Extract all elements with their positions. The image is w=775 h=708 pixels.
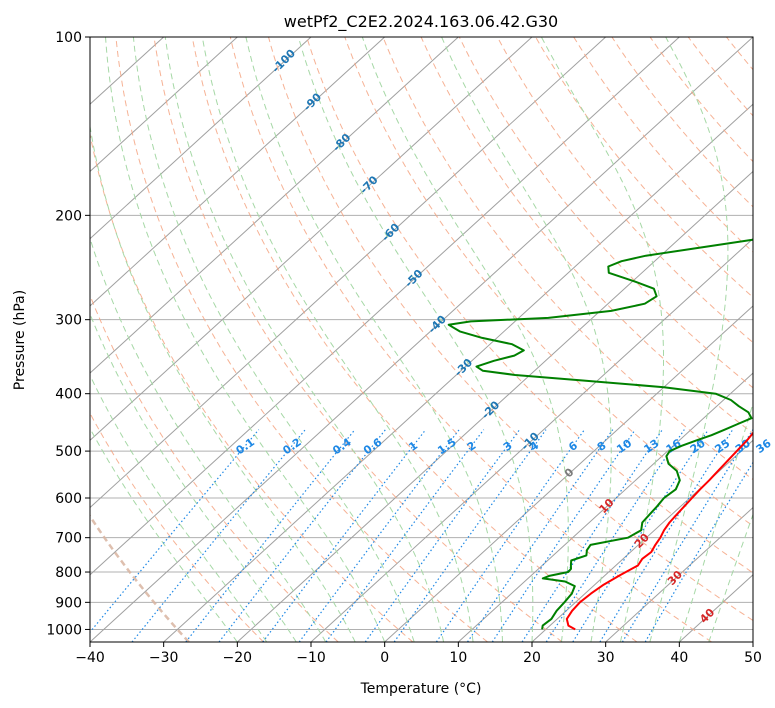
y-tick-label: 500 <box>55 444 82 460</box>
isotherm-line <box>605 506 753 642</box>
moist-adiabat-line <box>540 37 664 642</box>
y-tick-label: 400 <box>55 387 82 403</box>
moist-adiabat-line <box>164 37 445 642</box>
moist-adiabat-line <box>649 37 729 642</box>
x-tick-label: −40 <box>75 650 105 666</box>
isotherm-line <box>310 237 753 642</box>
isotherm-line <box>90 37 312 240</box>
mixing-ratio-line <box>435 429 585 642</box>
dry-adiabat-line <box>496 37 753 344</box>
moist-adiabat-line <box>90 374 268 642</box>
x-tick-label: 10 <box>449 650 467 666</box>
mixing-ratio-line <box>467 429 614 642</box>
background-lines <box>90 37 753 642</box>
isotherm-line <box>90 37 607 509</box>
x-axis-title: Temperature (°C) <box>360 681 482 697</box>
y-tick-label: 800 <box>55 565 82 581</box>
moist-adiabat-line <box>297 37 534 642</box>
mixing-ratio-line <box>572 429 709 642</box>
mixing-ratio-line <box>325 429 485 642</box>
mixing-ratio-line <box>298 429 460 642</box>
y-tick-label: 700 <box>55 531 82 547</box>
moist-adiabat-line <box>90 123 356 642</box>
mixing-ratio-line <box>599 429 734 642</box>
axes: −40 −30 −20 −10 0 10 20 30 40 50 100 200 300 400 500 60… <box>46 30 762 666</box>
mixing-ratio-line <box>491 429 636 642</box>
dry-adiabat-line <box>90 293 339 642</box>
x-tick-label: 0 <box>380 650 389 666</box>
mixing-ratio-line <box>644 461 753 642</box>
moist-adiabat-line <box>708 513 753 642</box>
dry-adiabat-line <box>344 37 753 527</box>
plot-frame <box>89 36 754 643</box>
y-axis-title: Pressure (hPa) <box>12 290 28 390</box>
chart-title: wetPf2_C2E2.2024.163.06.42.G30 <box>284 12 558 32</box>
dry-adiabat-line <box>382 37 753 481</box>
x-tick-label: −30 <box>149 650 179 666</box>
isotherm-line <box>384 305 753 642</box>
isotherm-line <box>457 372 753 642</box>
isotherm-line <box>163 103 753 642</box>
isotherm-line <box>90 37 459 374</box>
moist-adiabat-line <box>90 236 327 642</box>
dry-adiabat-line <box>268 37 753 622</box>
moist-adiabat-line <box>90 427 238 642</box>
y-tick-label: 900 <box>55 595 82 611</box>
isotherm-line <box>236 170 753 642</box>
mixing-ratio-line <box>131 429 306 642</box>
mixing-ratio-line <box>262 429 427 642</box>
y-tick-label: 1000 <box>46 622 82 638</box>
y-tick-label: 600 <box>55 491 82 507</box>
dry-adiabat-line <box>306 37 753 574</box>
dry-adiabat-line <box>229 37 712 642</box>
mixing-ratio-line <box>185 429 356 642</box>
dry-adiabat-line <box>115 37 488 642</box>
moist-adiabat-line <box>201 37 474 642</box>
mixing-ratio-line <box>218 429 386 642</box>
dry-adiabat-line <box>153 37 563 642</box>
moist-adiabat-line <box>132 37 415 642</box>
dry-adiabat-line <box>90 131 414 642</box>
profiles <box>447 238 753 631</box>
x-tick-label: −10 <box>296 650 326 666</box>
isotherm-line <box>90 37 238 173</box>
y-tick-label: 300 <box>55 313 82 329</box>
dry-adiabat-line <box>420 37 753 434</box>
moist-adiabat-line <box>245 37 503 642</box>
isotherm-line <box>90 37 680 576</box>
dry-adiabat-line <box>458 37 753 389</box>
isotherm-line <box>531 439 753 642</box>
dry-adiabat-line <box>573 37 753 253</box>
x-tick-label: 40 <box>670 650 688 666</box>
y-tick-label: 100 <box>55 30 82 46</box>
x-tick-label: 50 <box>744 650 762 666</box>
dry-adiabat-line <box>191 37 638 642</box>
moist-adiabat-line <box>678 401 753 642</box>
isotherm-line <box>90 37 753 642</box>
moist-adiabat-line <box>441 37 612 642</box>
x-tick-label: −20 <box>223 650 253 666</box>
isotherm-line <box>90 37 386 307</box>
dry-adiabat-line <box>649 37 753 163</box>
x-tick-label: 20 <box>523 650 541 666</box>
mixing-ratio-line <box>621 429 753 642</box>
x-tick-label: 30 <box>597 650 615 666</box>
moist-adiabat-line <box>105 37 386 642</box>
dewpoint-profile-line <box>447 238 753 630</box>
dry-adiabat-line <box>90 412 264 642</box>
mixing-ratio-line <box>393 429 547 642</box>
temperature-profile-line <box>565 431 753 631</box>
y-tick-label: 200 <box>55 208 82 224</box>
isotherm-line <box>90 37 533 442</box>
moist-adiabat-line <box>90 312 297 642</box>
